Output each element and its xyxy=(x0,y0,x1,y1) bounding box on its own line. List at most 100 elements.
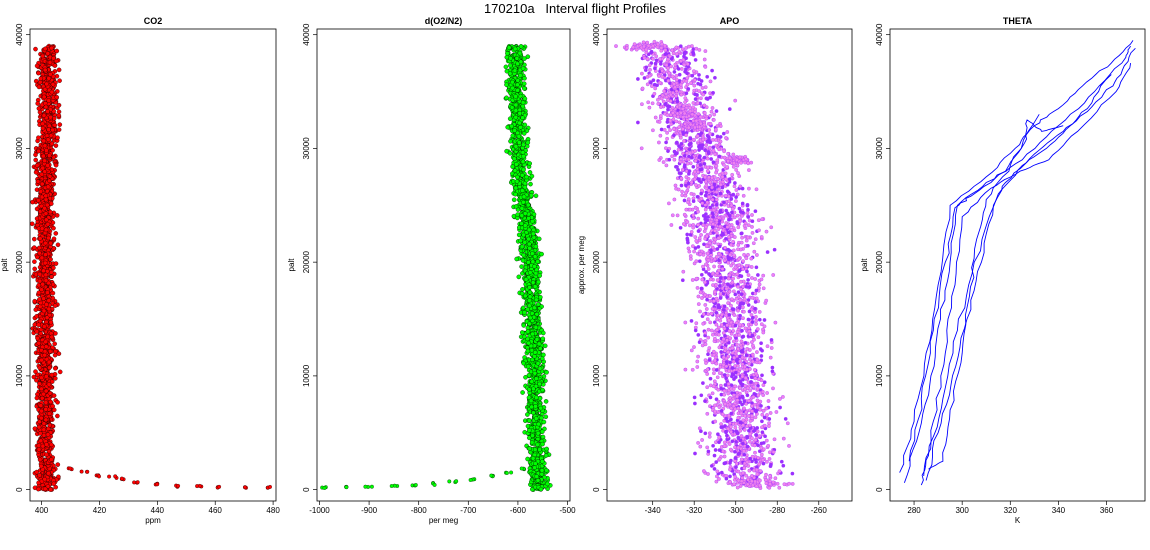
data-point xyxy=(34,469,39,475)
tail-point xyxy=(195,484,200,489)
data-point xyxy=(48,72,53,77)
data-point xyxy=(529,311,535,316)
data-point xyxy=(541,352,546,358)
data-point xyxy=(665,130,669,135)
data-point xyxy=(712,467,717,471)
data-point xyxy=(504,148,509,154)
data-point xyxy=(670,154,674,159)
data-point xyxy=(522,223,528,228)
data-point xyxy=(750,276,754,280)
data-point xyxy=(53,58,59,64)
data-point xyxy=(49,457,54,462)
tail-point xyxy=(369,484,374,489)
data-point xyxy=(37,457,43,463)
data-point xyxy=(42,169,47,174)
data-point xyxy=(52,352,58,358)
y-tick-label: 0 xyxy=(592,487,601,492)
data-point xyxy=(659,127,664,132)
data-point xyxy=(731,164,736,169)
data-point xyxy=(508,139,513,144)
data-point xyxy=(521,142,526,148)
data-point xyxy=(33,152,38,158)
data-point xyxy=(712,371,716,376)
data-point xyxy=(510,133,516,138)
data-point xyxy=(34,63,40,69)
data-point xyxy=(533,404,538,409)
x-tick-label: 420 xyxy=(93,506,107,515)
y-tick-label: 0 xyxy=(302,487,311,492)
data-point xyxy=(512,168,518,173)
data-point xyxy=(531,386,536,392)
data-point xyxy=(525,54,531,59)
data-point xyxy=(43,278,49,283)
data-point xyxy=(46,382,52,387)
data-point xyxy=(51,481,56,487)
data-point xyxy=(530,280,536,285)
data-point xyxy=(55,400,60,405)
data-point xyxy=(40,281,45,287)
data-point xyxy=(527,245,532,251)
data-point xyxy=(521,167,526,173)
data-point xyxy=(732,184,737,189)
data-point xyxy=(43,388,49,394)
data-point xyxy=(515,212,520,217)
data-point xyxy=(503,64,509,70)
data-point xyxy=(542,475,547,480)
data-point xyxy=(706,449,711,454)
x-tick-label: -800 xyxy=(411,506,428,515)
data-point xyxy=(711,148,716,153)
data-point xyxy=(705,372,710,376)
data-point xyxy=(711,443,715,448)
data-point xyxy=(43,407,49,412)
x-tick-label: -700 xyxy=(460,506,477,515)
data-point xyxy=(42,352,47,358)
y-tick-label: 40000 xyxy=(592,23,601,46)
data-point xyxy=(39,395,45,401)
data-point xyxy=(53,484,58,490)
data-point xyxy=(39,181,45,187)
data-point xyxy=(38,189,44,194)
data-point xyxy=(526,387,532,392)
data-point xyxy=(520,66,526,71)
data-point xyxy=(520,103,526,109)
data-point xyxy=(520,330,525,335)
data-point xyxy=(719,470,724,475)
data-point xyxy=(513,144,519,149)
data-point xyxy=(740,235,744,240)
data-point xyxy=(516,232,522,238)
data-point xyxy=(697,48,702,52)
data-point xyxy=(51,236,57,242)
data-point xyxy=(541,330,546,336)
data-point xyxy=(530,219,535,224)
data-point xyxy=(534,395,539,400)
x-tick-label: -300 xyxy=(728,506,745,515)
data-point xyxy=(510,79,515,85)
data-point xyxy=(543,399,549,404)
x-tick-label: 460 xyxy=(209,506,223,515)
data-point xyxy=(508,56,513,61)
x-tick-label: 400 xyxy=(35,506,49,515)
data-point xyxy=(525,336,530,342)
data-point xyxy=(37,304,43,309)
tail-point xyxy=(113,474,118,479)
data-point xyxy=(39,172,45,177)
data-point xyxy=(691,164,696,169)
data-point xyxy=(39,375,44,381)
data-point xyxy=(41,391,46,397)
x-tick-label: -1000 xyxy=(309,506,330,515)
data-point xyxy=(536,341,542,347)
data-point xyxy=(48,319,54,325)
y-tick-label: 10000 xyxy=(15,364,24,387)
data-point xyxy=(515,88,520,93)
data-point xyxy=(47,390,53,396)
data-point xyxy=(715,317,719,322)
data-point xyxy=(527,270,533,275)
data-point xyxy=(743,326,748,331)
data-point xyxy=(36,70,41,76)
data-point xyxy=(525,348,531,354)
apo-panel: APO-340 -320 -300 -280 -26001000020000300004… xyxy=(577,16,853,515)
data-point xyxy=(529,379,535,384)
data-point xyxy=(39,386,44,392)
data-point xyxy=(509,123,514,129)
data-point xyxy=(785,421,790,426)
